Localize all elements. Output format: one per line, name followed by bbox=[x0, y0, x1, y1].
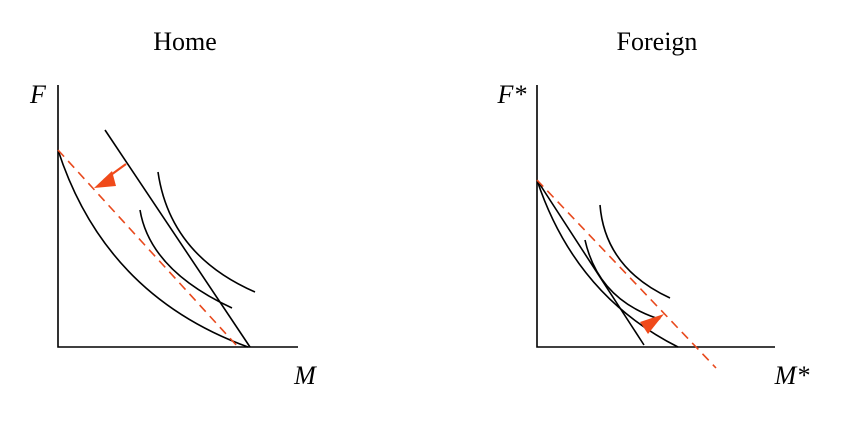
new-budget-line bbox=[57, 149, 239, 348]
axes bbox=[57, 85, 298, 348]
x-axis-label: M* bbox=[774, 361, 810, 390]
budget-line bbox=[536, 179, 645, 346]
foreign-panel: Foreign F* M* bbox=[497, 27, 810, 390]
new-budget-line bbox=[536, 179, 717, 369]
arrow-head bbox=[94, 171, 116, 188]
budget-line bbox=[104, 129, 251, 348]
indifference-curve bbox=[139, 209, 233, 309]
production-frontier bbox=[536, 179, 679, 348]
production-frontier bbox=[57, 149, 249, 348]
x-axis-label: M bbox=[293, 361, 317, 390]
panel-title: Foreign bbox=[617, 27, 698, 56]
arrow-head bbox=[640, 314, 664, 334]
indifference-curve bbox=[584, 239, 657, 319]
home-panel: Home F M bbox=[29, 27, 317, 390]
axes bbox=[536, 85, 775, 348]
y-axis-label: F bbox=[29, 80, 47, 109]
y-axis-label: F* bbox=[497, 80, 527, 109]
indifference-curve bbox=[157, 171, 256, 293]
indifference-curve bbox=[599, 204, 671, 299]
panel-title: Home bbox=[153, 27, 217, 56]
